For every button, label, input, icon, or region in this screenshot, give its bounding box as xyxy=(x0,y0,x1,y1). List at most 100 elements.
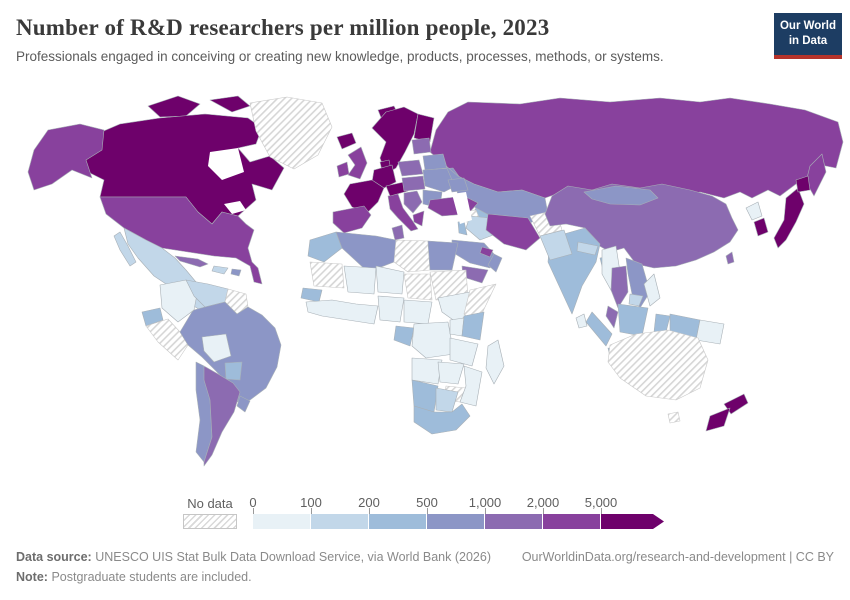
legend-tick-label: 200 xyxy=(358,495,380,510)
legend-bin-500-1000[interactable] xyxy=(427,514,485,529)
country-pakistan[interactable] xyxy=(539,229,573,261)
country-north-korea[interactable] xyxy=(745,201,763,221)
legend-bin-100-200[interactable] xyxy=(311,514,369,529)
legend-tick-mark xyxy=(253,508,254,514)
country-switzerland-austria[interactable] xyxy=(385,181,409,197)
country-greenland[interactable] xyxy=(249,96,333,170)
country-south-korea[interactable] xyxy=(753,217,769,237)
country-tunisia[interactable] xyxy=(391,224,405,241)
world-map[interactable] xyxy=(0,95,850,487)
country-niger[interactable] xyxy=(375,265,405,295)
country-italy[interactable] xyxy=(387,193,419,232)
country-taiwan[interactable] xyxy=(725,251,735,265)
country-alaska[interactable] xyxy=(27,123,105,191)
legend-bar-area: 0 100 200 500 1,000 2,000 5,000 xyxy=(249,495,683,529)
country-egypt[interactable] xyxy=(427,240,459,271)
chart-header: Number of R&D researchers per million pe… xyxy=(16,15,755,64)
footer-source-row: Data source: UNESCO UIS Stat Bulk Data D… xyxy=(16,547,834,567)
country-finland[interactable] xyxy=(413,113,435,143)
legend-tick-label: 100 xyxy=(300,495,322,510)
no-data-swatch[interactable] xyxy=(183,514,237,529)
country-mozambique[interactable] xyxy=(459,365,483,407)
legend-tick-label: 0 xyxy=(249,495,257,510)
legend-no-data: No data xyxy=(183,496,237,529)
country-west-africa[interactable] xyxy=(305,299,379,325)
footer-source: Data source: UNESCO UIS Stat Bulk Data D… xyxy=(16,547,491,567)
country-senegal[interactable] xyxy=(300,287,323,303)
legend-bin-2000-5000[interactable] xyxy=(543,514,601,529)
country-madagascar[interactable] xyxy=(485,339,505,385)
country-argentina[interactable] xyxy=(203,365,241,467)
country-norway-sweden[interactable] xyxy=(371,106,419,175)
country-russia[interactable] xyxy=(429,97,844,201)
country-malaysia[interactable] xyxy=(605,305,619,329)
country-france[interactable] xyxy=(343,179,385,214)
legend-bin-0-100[interactable] xyxy=(253,514,311,529)
country-mauritania[interactable] xyxy=(309,261,345,289)
country-borneo[interactable] xyxy=(617,303,649,337)
country-iceland[interactable] xyxy=(336,132,357,150)
country-belarus[interactable] xyxy=(422,153,448,171)
country-ireland[interactable] xyxy=(336,161,350,178)
country-canada-arctic-1[interactable] xyxy=(147,95,201,118)
country-hispaniola[interactable] xyxy=(211,265,229,275)
country-libya[interactable] xyxy=(393,239,431,273)
country-zambia[interactable] xyxy=(437,361,465,385)
country-nigeria[interactable] xyxy=(377,295,405,323)
country-uae[interactable] xyxy=(479,246,494,258)
owid-logo[interactable]: Our World in Data xyxy=(774,13,842,59)
country-bolivia[interactable] xyxy=(201,333,232,363)
country-iran[interactable] xyxy=(485,213,541,251)
country-cambodia[interactable] xyxy=(628,293,644,307)
legend-bin-5000+[interactable] xyxy=(601,514,664,529)
country-philippines[interactable] xyxy=(643,273,661,307)
country-nepal[interactable] xyxy=(576,241,599,256)
country-oman[interactable] xyxy=(487,253,503,273)
country-brazil[interactable] xyxy=(179,301,282,403)
country-tasmania[interactable] xyxy=(667,411,681,424)
country-greece[interactable] xyxy=(412,210,425,227)
country-cameroon[interactable] xyxy=(403,299,433,325)
country-chad[interactable] xyxy=(403,273,433,301)
country-uganda[interactable] xyxy=(449,317,465,337)
country-cuba[interactable] xyxy=(174,255,209,268)
legend-bin-1000-2000[interactable] xyxy=(485,514,543,529)
country-paraguay[interactable] xyxy=(224,361,243,381)
country-gabon-congo[interactable] xyxy=(393,325,415,347)
country-caucasus[interactable] xyxy=(447,177,469,193)
country-sumatra[interactable] xyxy=(585,311,613,347)
footer-link[interactable]: OurWorldinData.org/research-and-developm… xyxy=(521,550,834,564)
country-angola[interactable] xyxy=(411,357,443,385)
country-australia[interactable] xyxy=(607,329,709,401)
country-sri-lanka[interactable] xyxy=(575,313,588,329)
country-canada-arctic-2[interactable] xyxy=(209,95,251,113)
country-united-kingdom[interactable] xyxy=(347,146,368,180)
country-poland[interactable] xyxy=(397,159,424,177)
country-mali[interactable] xyxy=(343,265,377,295)
country-morocco[interactable] xyxy=(307,231,343,263)
country-kenya[interactable] xyxy=(461,311,485,341)
country-peru[interactable] xyxy=(145,318,189,361)
country-botswana[interactable] xyxy=(435,387,459,413)
country-new-zealand-south[interactable] xyxy=(705,407,731,432)
country-papua-new-guinea[interactable] xyxy=(695,319,725,345)
country-mongolia[interactable] xyxy=(583,185,659,206)
country-baltics[interactable] xyxy=(411,137,432,155)
country-czechia-hungary[interactable] xyxy=(401,175,426,192)
country-balkans[interactable] xyxy=(403,190,423,214)
country-japan[interactable] xyxy=(773,187,805,249)
country-south-africa[interactable] xyxy=(413,403,471,435)
country-ecuador[interactable] xyxy=(141,307,164,327)
source-text: UNESCO UIS Stat Bulk Data Download Servi… xyxy=(95,550,491,564)
note-label: Note: xyxy=(16,570,48,584)
country-drc[interactable] xyxy=(411,321,455,359)
country-hokkaido[interactable] xyxy=(795,175,811,193)
legend-tick-mark xyxy=(369,508,370,514)
country-spain-portugal[interactable] xyxy=(332,205,372,234)
country-tanzania[interactable] xyxy=(449,337,479,367)
country-puerto-rico[interactable] xyxy=(230,268,242,277)
country-uruguay[interactable] xyxy=(236,395,251,413)
legend-bin-200-500[interactable] xyxy=(369,514,427,529)
country-thailand[interactable] xyxy=(610,265,629,309)
legend-tick-label: 500 xyxy=(416,495,438,510)
